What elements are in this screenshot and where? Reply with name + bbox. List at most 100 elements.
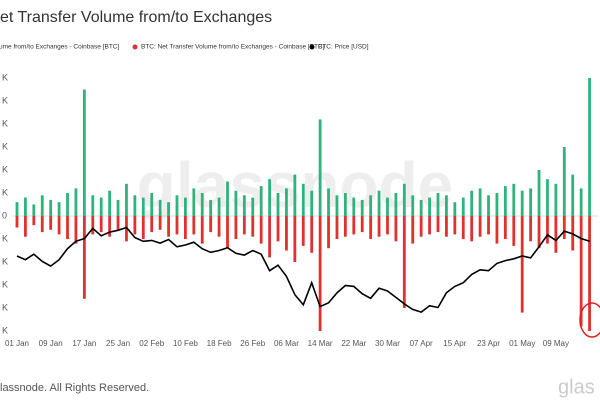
bar — [386, 216, 389, 235]
bar — [285, 188, 288, 216]
bar — [537, 216, 541, 249]
bar — [141, 197, 145, 216]
price-line — [16, 226, 590, 313]
bar — [419, 216, 423, 237]
bar — [461, 216, 465, 239]
bar — [82, 89, 86, 216]
bar — [520, 216, 524, 313]
legend-label: r Volume from/to Exchanges - Coinbase [B… — [0, 44, 120, 51]
bar — [512, 216, 516, 246]
bar — [419, 199, 423, 216]
bar — [377, 190, 381, 216]
bar — [91, 195, 95, 216]
bar — [15, 202, 19, 216]
bar — [293, 216, 297, 262]
bar — [394, 193, 398, 216]
x-tick-label: 18 Feb — [207, 339, 232, 348]
bar — [209, 216, 213, 233]
x-tick-label: 06 Mar — [274, 339, 299, 348]
bar — [318, 216, 322, 331]
bar — [445, 216, 448, 237]
bar — [562, 147, 566, 216]
bar — [234, 190, 238, 216]
bar — [310, 190, 314, 216]
x-tick-label: 09 May — [543, 339, 569, 348]
bar — [209, 199, 213, 216]
bar — [175, 195, 179, 216]
bar — [99, 216, 103, 233]
bar — [343, 216, 347, 237]
bar — [562, 216, 566, 239]
x-tick-label: 14 Mar — [308, 339, 333, 348]
legend-label: BTC: Price [USD] — [318, 44, 369, 51]
y-tick-label: K — [2, 187, 8, 197]
bar — [436, 216, 440, 233]
bar — [217, 197, 221, 216]
bar — [327, 188, 330, 216]
bar — [402, 216, 406, 308]
bar — [428, 197, 431, 216]
bar — [66, 216, 69, 239]
bar — [259, 186, 263, 216]
bar — [108, 190, 112, 216]
bar — [74, 188, 78, 216]
bar — [461, 197, 465, 216]
y-tick-label: K — [2, 325, 8, 335]
bar — [226, 181, 229, 216]
bar — [133, 216, 137, 235]
bar — [503, 186, 507, 216]
bar — [470, 216, 474, 242]
bar — [133, 195, 137, 216]
bar — [116, 216, 120, 230]
bar — [40, 216, 44, 233]
bar — [167, 216, 170, 237]
bar — [445, 195, 448, 216]
bar — [503, 216, 507, 239]
bar — [200, 216, 204, 244]
bar — [184, 197, 187, 216]
bar — [588, 216, 591, 331]
bar — [268, 216, 271, 258]
bar — [487, 216, 490, 235]
x-tick-label: 23 Apr — [477, 339, 500, 348]
bar — [32, 204, 36, 216]
bar — [24, 197, 27, 216]
bar — [386, 197, 389, 216]
bar — [487, 195, 490, 216]
bar — [352, 197, 356, 216]
bar — [242, 195, 246, 216]
y-tick-label: K — [2, 233, 8, 243]
bar — [520, 190, 524, 216]
bar — [411, 216, 415, 244]
bar — [310, 216, 314, 253]
x-tick-label: 10 Feb — [173, 339, 198, 348]
bar — [554, 216, 558, 253]
bar — [276, 216, 280, 242]
bar — [293, 174, 297, 216]
bar — [167, 202, 170, 216]
bar — [453, 216, 457, 235]
bar — [512, 183, 516, 216]
y-tick-label: K — [2, 279, 8, 289]
bar — [546, 216, 549, 244]
bar — [141, 216, 145, 239]
bar — [377, 216, 381, 237]
y-tick-label: K — [2, 164, 8, 174]
bar — [251, 197, 255, 216]
bar — [66, 193, 69, 216]
bar — [453, 202, 457, 216]
bar — [537, 170, 541, 216]
bar — [301, 216, 305, 246]
bar — [335, 195, 339, 216]
y-tick-label: K — [2, 141, 8, 151]
bar — [369, 195, 373, 216]
x-tick-label: 26 Feb — [240, 339, 265, 348]
y-tick-label: K — [2, 95, 8, 105]
bar — [343, 193, 347, 216]
bar — [318, 119, 322, 216]
bar — [40, 195, 44, 216]
bar — [125, 183, 128, 216]
bar — [428, 216, 431, 235]
bar — [116, 199, 120, 216]
